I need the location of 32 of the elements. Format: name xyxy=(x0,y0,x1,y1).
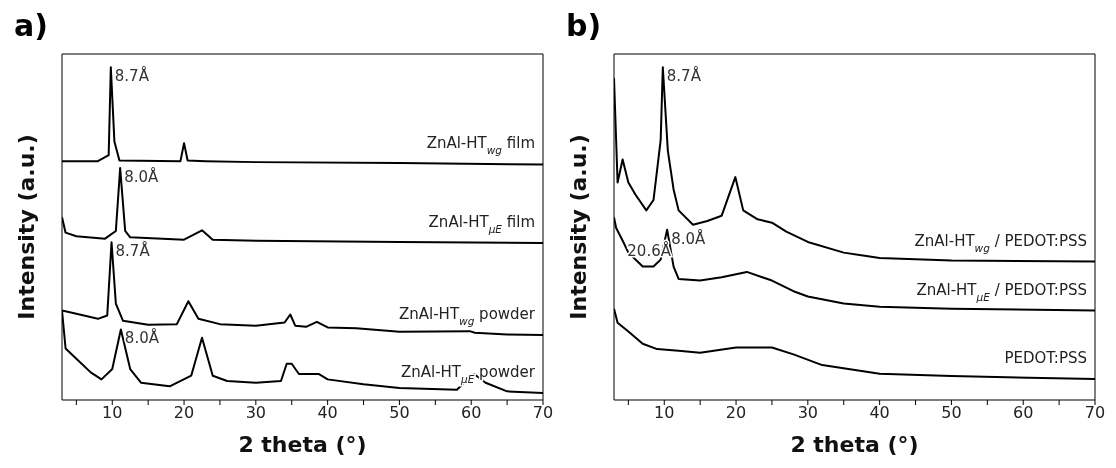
x-tick-label: 40 xyxy=(869,403,890,423)
x-tick-label: 20 xyxy=(725,403,747,423)
x-axis-title: 2 theta (°) xyxy=(238,432,367,457)
annotation: 8.7Å xyxy=(666,66,702,86)
x-tick-label: 20 xyxy=(173,403,195,423)
x-tick-label: 60 xyxy=(1013,403,1034,423)
annotation: 8.0Å xyxy=(671,228,706,248)
x-tick-label: 50 xyxy=(389,403,410,423)
x-tick-label: 70 xyxy=(1084,403,1106,423)
chart-title: a) xyxy=(14,8,48,43)
series-label: ZnAl-HT$_{µE}$ film xyxy=(428,212,535,235)
x-tick-label: 10 xyxy=(654,403,675,423)
x-tick-label: 10 xyxy=(102,403,123,423)
x-tick-label: 50 xyxy=(941,403,962,423)
x-axis-title: 2 theta (°) xyxy=(790,432,919,457)
chart-title: b) xyxy=(566,8,602,43)
annotation: 8.0Å xyxy=(124,328,160,348)
x-tick-label: 70 xyxy=(532,403,554,423)
series-label: ZnAl-HT$_{wg}$ film xyxy=(426,134,535,157)
annotation: 8.0Å xyxy=(124,167,160,187)
annotation: 8.7Å xyxy=(115,241,151,261)
series-label: PEDOT:PSS xyxy=(1004,349,1087,368)
annotation: 8.7Å xyxy=(114,66,150,86)
x-tick-label: 30 xyxy=(245,403,267,423)
x-tick-label: 40 xyxy=(317,403,338,423)
series-label: ZnAl-HT$_{µE}$ / PEDOT:PSS xyxy=(916,280,1087,303)
y-axis-title: Intensity (a.u.) xyxy=(565,134,591,320)
y-axis-title: Intensity (a.u.) xyxy=(13,134,39,320)
series-label: ZnAl-HT$_{wg}$ / PEDOT:PSS xyxy=(914,231,1087,254)
x-tick-label: 30 xyxy=(797,403,819,423)
x-tick-label: 60 xyxy=(461,403,482,423)
series-label: ZnAl-HT$_{wg}$ powder xyxy=(399,305,536,328)
